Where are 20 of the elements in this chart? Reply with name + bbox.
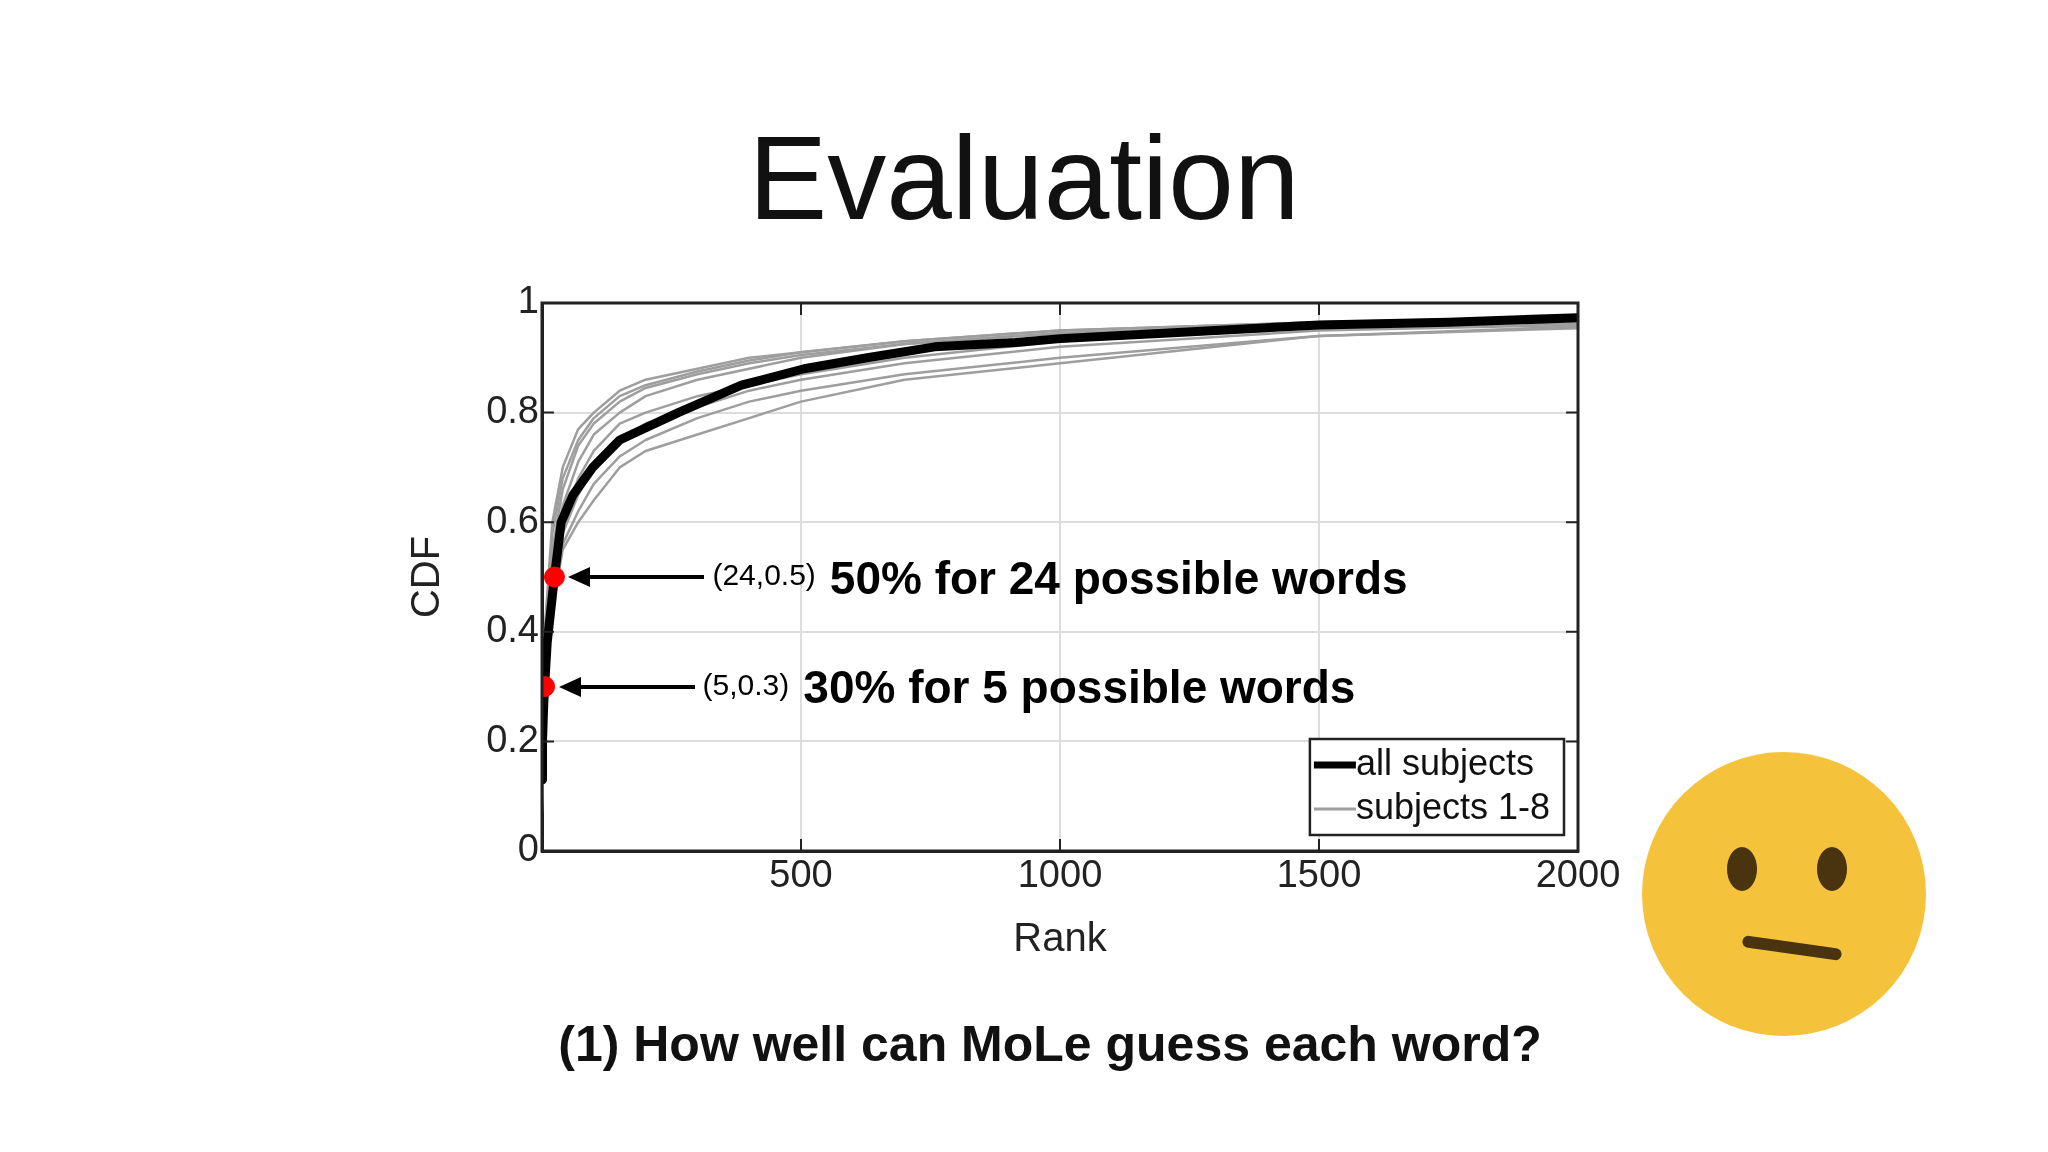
x-tick-label: 1500 <box>1276 853 1362 896</box>
y-tick-label: 0.8 <box>486 389 539 432</box>
y-tick-label: 0 <box>517 827 539 870</box>
annotation: (24,0.5) <box>712 558 816 592</box>
y-tick-label: 0.4 <box>486 608 539 651</box>
annotation: 30% for 5 possible words <box>803 661 1356 714</box>
x-tick-label: 2000 <box>1535 853 1621 896</box>
y-tick-label: 0.6 <box>486 498 539 541</box>
y-tick-label: 0.2 <box>486 717 539 760</box>
x-tick-label: 1000 <box>1017 853 1103 896</box>
x-tick-label: 500 <box>769 853 833 896</box>
text: (1) How well can MoLe guess each word? <box>557 1015 1543 1073</box>
annotation: 50% for 24 possible words <box>829 551 1408 604</box>
y-axis-title: CDF <box>403 535 448 619</box>
y-tick-label: 1 <box>517 279 539 322</box>
x-axis-title: Rank <box>1013 915 1108 960</box>
chart-title: Evaluation <box>747 111 1301 246</box>
annotation: (5,0.3) <box>702 667 790 701</box>
legend-label: all subjects <box>1355 741 1534 783</box>
legend-label: subjects 1-8 <box>1355 785 1551 827</box>
